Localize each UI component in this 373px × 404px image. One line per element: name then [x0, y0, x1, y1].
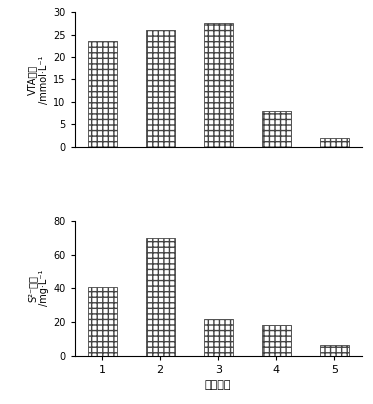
Y-axis label: VTA浓度
/mmol·L⁻¹: VTA浓度 /mmol·L⁻¹ [27, 55, 49, 104]
Bar [146, 30, 175, 147]
Bar [320, 345, 349, 356]
Bar [262, 325, 291, 356]
Bar [262, 111, 291, 147]
X-axis label: 隔室编号: 隔室编号 [205, 380, 232, 390]
Y-axis label: S²⁻浓度
/mg·L⁻¹: S²⁻浓度 /mg·L⁻¹ [28, 270, 49, 306]
Bar [320, 138, 349, 147]
Bar [204, 23, 233, 147]
Bar [146, 238, 175, 356]
Bar [88, 41, 117, 147]
Bar [88, 286, 117, 356]
Bar [204, 319, 233, 356]
